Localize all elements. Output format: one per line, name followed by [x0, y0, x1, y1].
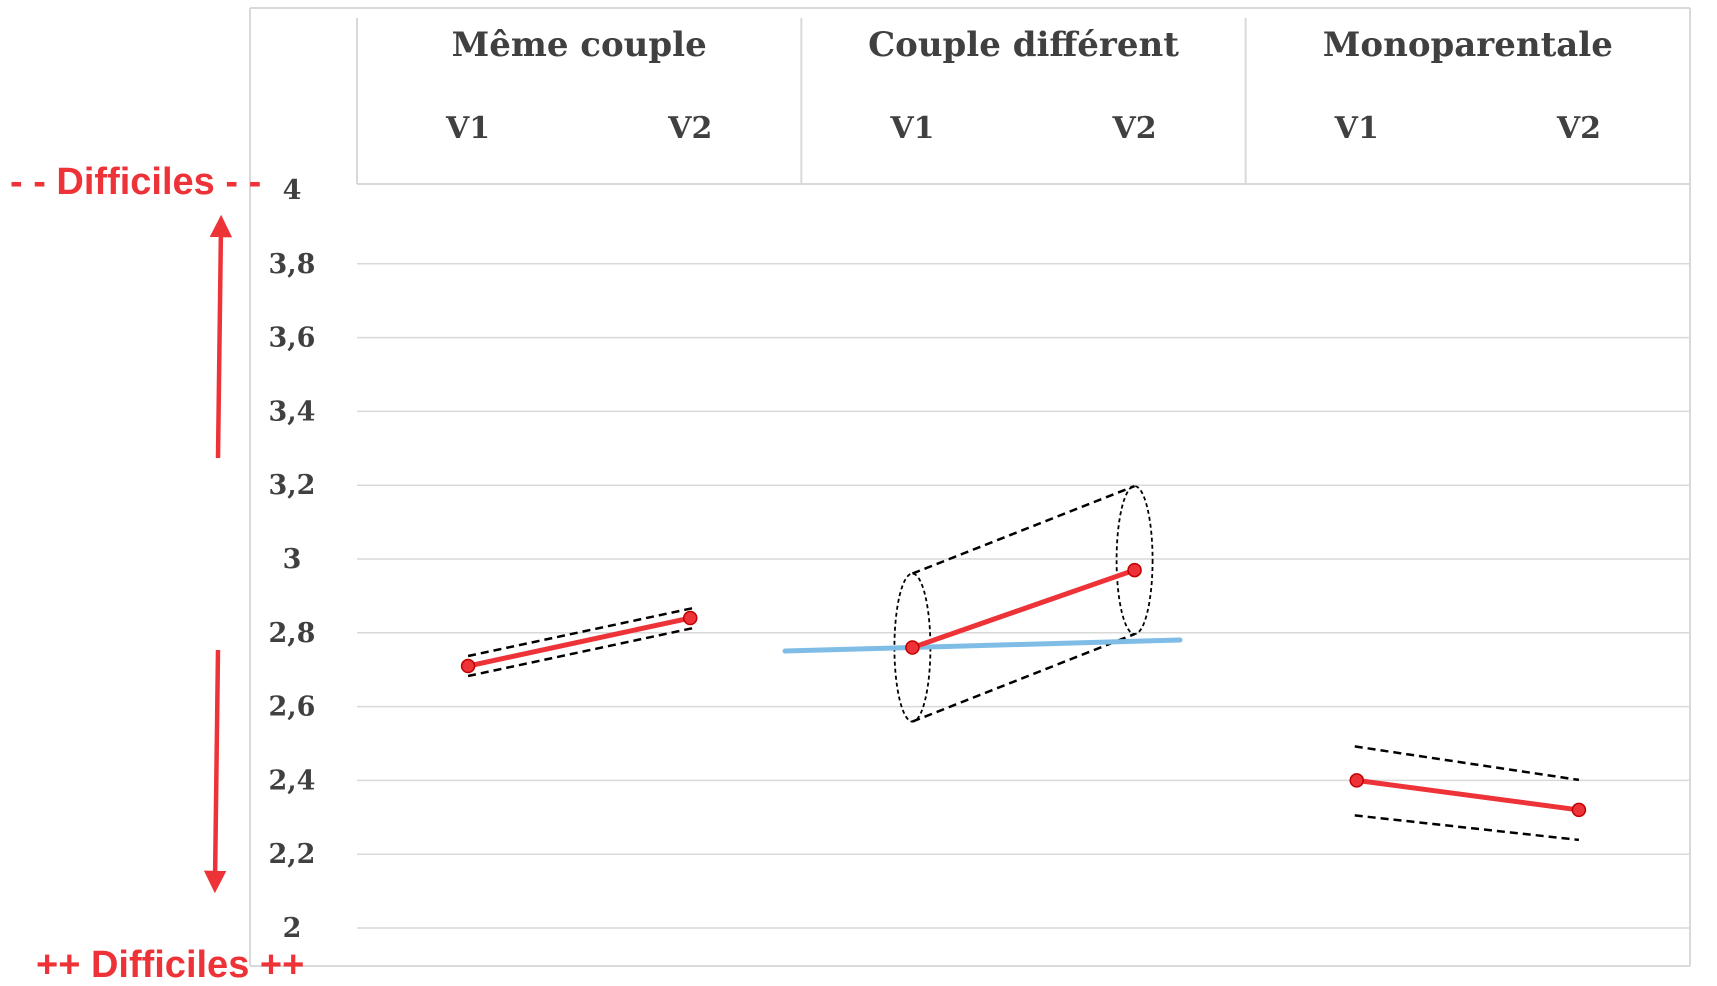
band-top-dashed: [467, 606, 694, 658]
cylinder-top-dashed: [911, 484, 1136, 575]
data-point: [460, 658, 476, 674]
band-bottom-dashed: [467, 626, 694, 678]
wave-label: V2: [1112, 111, 1157, 146]
wave-label: V1: [1334, 111, 1379, 146]
arrow-up: [209, 214, 233, 459]
data-point: [1127, 562, 1142, 578]
data-point: [1349, 773, 1364, 788]
y-tick-label: 2,4: [269, 765, 316, 796]
wave-label: V2: [667, 111, 712, 146]
y-tick-label: 3,8: [269, 249, 316, 280]
chart-frame: [249, 7, 1691, 967]
y-tick-label: 2,6: [269, 692, 316, 723]
wave-label: V2: [1556, 111, 1601, 146]
data-point: [1571, 802, 1587, 818]
wave-label: V1: [445, 111, 490, 146]
band-bottom-dashed: [1354, 814, 1580, 842]
grid: [357, 263, 1690, 929]
series-line-2: [911, 567, 1136, 650]
band-top-dashed: [1354, 745, 1580, 782]
y-tick-label: 3: [283, 544, 302, 575]
series-line-3: [1356, 777, 1580, 813]
series-line-1: [467, 615, 691, 669]
y-tick-label: 3,4: [269, 396, 316, 427]
y-tick-label: 4: [283, 175, 302, 206]
y-tick-label: 2,2: [269, 839, 316, 870]
difficulty-annotations: - - Difficiles - - ++ Difficiles ++: [10, 161, 304, 986]
annotation-shapes: [467, 484, 1580, 842]
data-point: [905, 640, 920, 655]
data-point: [683, 610, 698, 626]
group-label: Couple différent: [868, 25, 1179, 65]
group-label: Même couple: [452, 25, 707, 65]
y-tick-label: 3,6: [269, 323, 316, 354]
annotation-less-difficult: - - Difficiles - -: [10, 161, 261, 203]
cylinder-right-ellipse: [1115, 485, 1154, 635]
group-label: Monoparentale: [1323, 25, 1613, 65]
annotation-more-difficult: ++ Difficiles ++: [36, 944, 304, 986]
y-axis-ticks: 4 3,8 3,6 3,4 3,2 3 2,8 2,6 2,4 2,2 2: [269, 175, 316, 944]
header-table: Même couple V1 V2 Couple différent V1 V2 Monop…: [356, 18, 1691, 185]
reference-trend-line: [782, 637, 1183, 654]
y-tick-label: 2,8: [269, 618, 316, 649]
y-tick-label: 2: [283, 913, 302, 944]
wave-label: V1: [889, 111, 934, 146]
cylinder-bottom-dashed: [911, 632, 1136, 723]
arrow-down: [203, 649, 227, 894]
y-tick-label: 3,2: [269, 470, 316, 501]
series-lines: [460, 562, 1587, 818]
